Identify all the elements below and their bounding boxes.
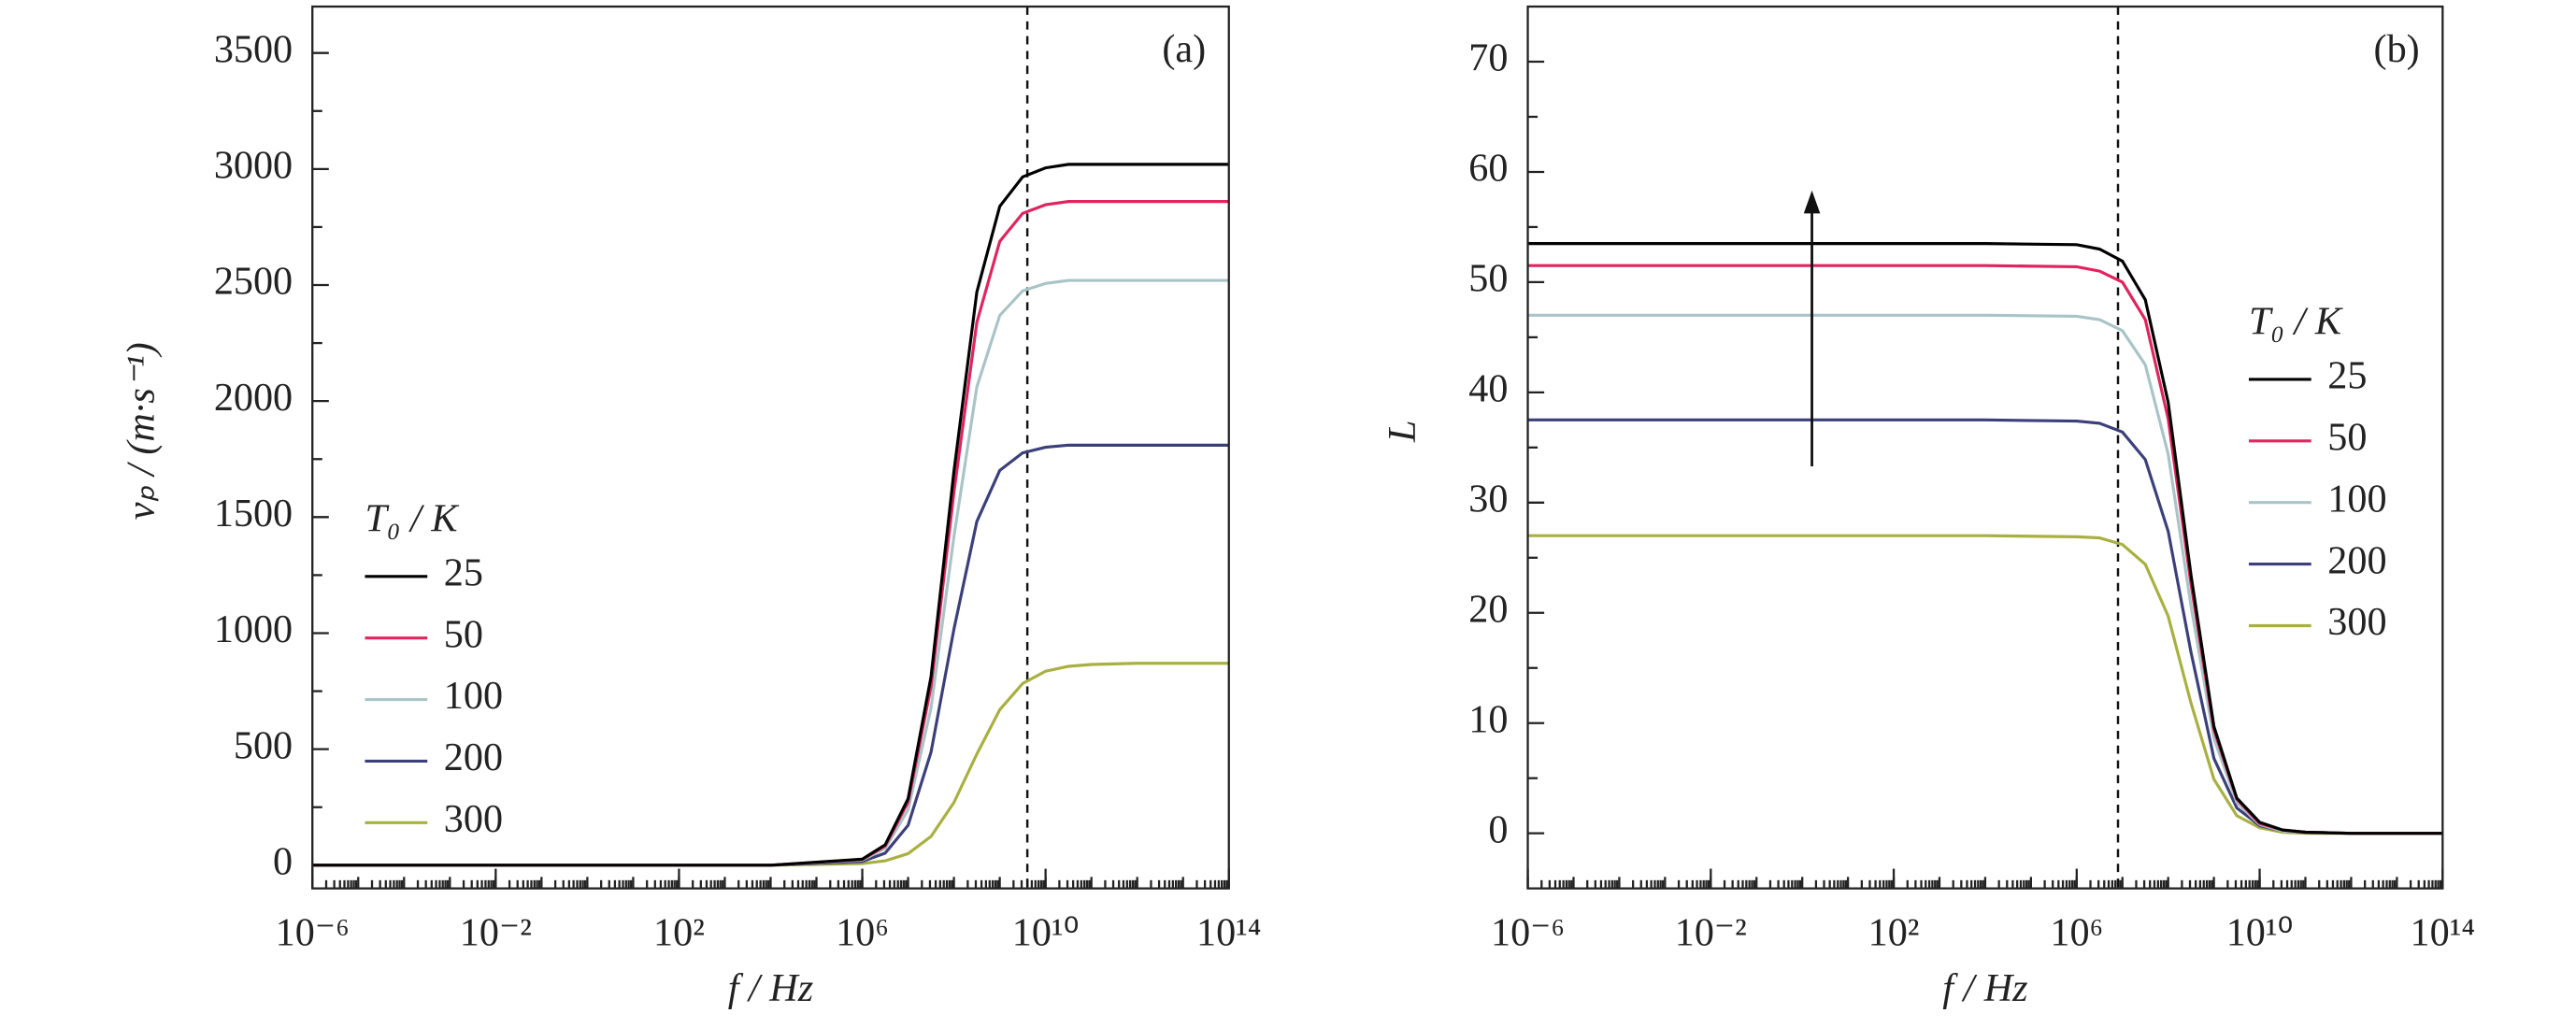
y-tick-label: 10 bbox=[1468, 697, 1508, 741]
x-tick-label: 10⁻⁶ bbox=[276, 910, 350, 954]
y-axis-label: L bbox=[1381, 421, 1424, 443]
series-line bbox=[1527, 242, 2443, 835]
y-tick-label: 3500 bbox=[214, 27, 293, 71]
y-tick-label: 1500 bbox=[214, 492, 293, 535]
x-tick-label: 10⁶ bbox=[836, 910, 889, 954]
legend-label: 200 bbox=[2327, 538, 2386, 582]
plot-area bbox=[1527, 7, 2443, 889]
legend-label: 300 bbox=[444, 797, 503, 841]
legend-label: 300 bbox=[2327, 600, 2386, 644]
series-line bbox=[1527, 313, 2443, 835]
legend-label: 200 bbox=[444, 735, 503, 779]
y-tick-label: 0 bbox=[1488, 807, 1508, 851]
x-axis-label: f / Hz bbox=[1942, 966, 2027, 1010]
legend-label: 100 bbox=[2327, 477, 2386, 521]
x-tick-label: 10¹⁴ bbox=[1196, 910, 1262, 954]
x-tick-label: 10⁻⁶ bbox=[1491, 910, 1565, 954]
x-tick-label: 10¹⁰ bbox=[2226, 910, 2294, 954]
y-tick-label: 2000 bbox=[214, 376, 293, 420]
y-tick-label: 500 bbox=[234, 723, 293, 767]
panel-label: (a) bbox=[1162, 27, 1206, 71]
y-tick-label: 1000 bbox=[214, 607, 293, 651]
y-tick-label: 3000 bbox=[214, 144, 293, 188]
series-line bbox=[312, 163, 1229, 867]
plot-frame bbox=[311, 5, 1230, 890]
legend-title: T₀ / K bbox=[2249, 300, 2343, 344]
y-tick-label: 20 bbox=[1468, 587, 1508, 631]
y-tick-label: 70 bbox=[1468, 36, 1508, 80]
y-tick-label: 2500 bbox=[214, 260, 293, 304]
y-tick-label: 0 bbox=[273, 839, 293, 883]
x-tick-label: 10² bbox=[653, 910, 705, 954]
legend-label: 50 bbox=[2327, 415, 2367, 459]
y-axis-label: vₚ / (m·s⁻¹) bbox=[120, 342, 164, 520]
y-tick-label: 30 bbox=[1468, 477, 1508, 521]
x-tick-label: 10¹⁰ bbox=[1012, 910, 1080, 954]
x-tick-label: 10¹⁴ bbox=[2411, 910, 2476, 954]
series-line bbox=[1527, 534, 2443, 835]
series-line bbox=[1527, 264, 2443, 835]
legend-label: 50 bbox=[444, 612, 483, 656]
x-tick-label: 10⁻² bbox=[460, 910, 532, 954]
legend-label: 25 bbox=[2327, 354, 2367, 398]
plot-area bbox=[312, 7, 1229, 889]
panel-label: (b) bbox=[2374, 27, 2420, 71]
y-tick-label: 40 bbox=[1468, 367, 1508, 411]
y-tick-label: 60 bbox=[1468, 147, 1508, 191]
x-axis-label: f / Hz bbox=[728, 966, 813, 1010]
legend-label: 25 bbox=[444, 550, 483, 594]
x-tick-label: 10⁻² bbox=[1675, 910, 1747, 954]
legend-title: T₀ / K bbox=[365, 496, 459, 540]
x-tick-label: 10⁶ bbox=[2050, 910, 2103, 954]
plot-frame bbox=[1526, 5, 2444, 890]
legend-label: 100 bbox=[444, 674, 503, 718]
y-tick-label: 50 bbox=[1468, 257, 1508, 301]
x-tick-label: 10² bbox=[1868, 910, 1920, 954]
